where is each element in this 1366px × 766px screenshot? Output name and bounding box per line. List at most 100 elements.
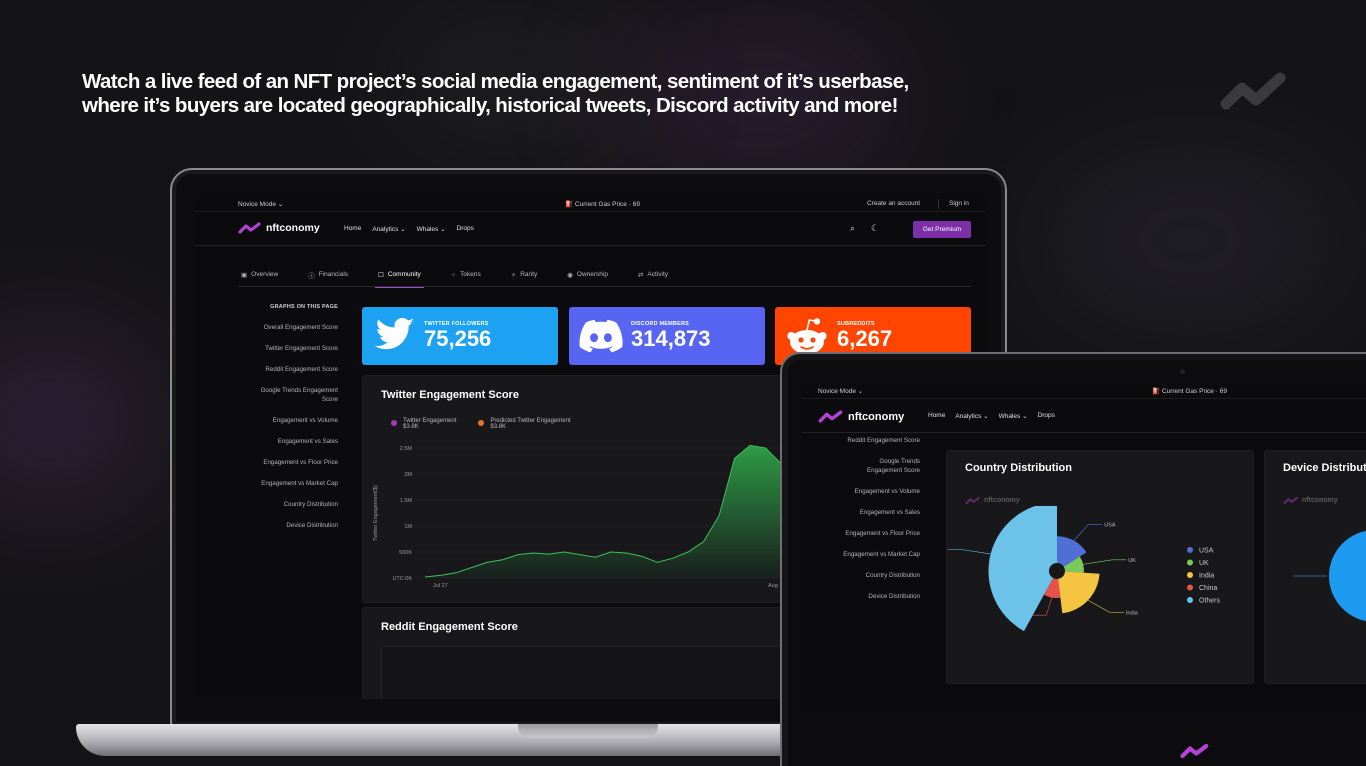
brand-logo-icon bbox=[818, 410, 843, 423]
pie-slice-china[interactable] bbox=[1044, 578, 1061, 599]
nav-whales[interactable]: Whales ⌄ bbox=[416, 226, 446, 233]
sidebar-item-sales[interactable]: Engagement vs Sales bbox=[277, 437, 338, 445]
sidebar-item-google-trends[interactable]: Google Trends Engagement Score bbox=[260, 387, 338, 403]
tab-overview[interactable]: ▣ Overview bbox=[241, 271, 279, 279]
get-premium-button[interactable]: Get Premium bbox=[913, 221, 971, 238]
sidebar-item-device[interactable]: Device Distribution bbox=[868, 593, 920, 600]
nav-drops[interactable]: Drops bbox=[1037, 412, 1055, 419]
tablet-camera bbox=[1180, 369, 1185, 374]
graphs-sidebar: Reddit Engagement Score Google Trends En… bbox=[818, 436, 920, 613]
slice-label: USA bbox=[1104, 523, 1116, 529]
leader-line bbox=[1087, 599, 1124, 613]
sign-in-link[interactable]: Sign in bbox=[949, 200, 969, 207]
nav-analytics[interactable]: Analytics ⌄ bbox=[372, 226, 406, 233]
pie-slice-usa[interactable] bbox=[1057, 536, 1087, 567]
brand-logo[interactable]: nftconomy bbox=[818, 409, 904, 424]
legend-item[interactable]: USA bbox=[1199, 548, 1214, 555]
tab-financials[interactable]: ⓢ Financials bbox=[308, 271, 349, 280]
top-bar: Novice Mode ⌄ ⛽ Current Gas Price · 69 bbox=[802, 383, 1366, 399]
pie-slice-india[interactable] bbox=[1058, 571, 1100, 614]
card-title: Device Distribution bbox=[1283, 462, 1366, 474]
chevron-down-icon: ⌄ bbox=[857, 388, 864, 395]
tokens-icon: ⁘ bbox=[450, 271, 457, 279]
legend-item[interactable]: Twitter Engagement $3.8K bbox=[391, 418, 456, 430]
legend-item[interactable]: Others bbox=[1199, 598, 1221, 605]
chevron-down-icon: ⌄ bbox=[1022, 413, 1028, 420]
chevron-down-icon: ⌄ bbox=[983, 413, 989, 420]
sidebar-item-country[interactable]: Country Distribution bbox=[865, 572, 920, 579]
nav-home[interactable]: Home bbox=[344, 225, 362, 232]
novice-mode-toggle[interactable]: Novice Mode ⌄ bbox=[818, 388, 864, 395]
nav-home[interactable]: Home bbox=[928, 412, 946, 419]
grid-icon: ▣ bbox=[241, 271, 248, 279]
leader-line bbox=[947, 549, 991, 555]
sidebar-item-reddit[interactable]: Reddit Engagement Score bbox=[847, 437, 920, 444]
card-title: Twitter Engagement Score bbox=[381, 389, 519, 401]
leader-line bbox=[1083, 559, 1127, 565]
brand-name: nftconomy bbox=[848, 410, 905, 423]
brand-logo-icon bbox=[1180, 743, 1209, 759]
sidebar-item-volume[interactable]: Engagement vs Volume bbox=[272, 416, 338, 424]
x-tick-label: Jul 27 bbox=[433, 583, 448, 589]
legend-dot bbox=[1187, 597, 1193, 603]
chevron-down-icon: ⌄ bbox=[277, 200, 284, 208]
nav-drops[interactable]: Drops bbox=[456, 225, 474, 232]
legend-item[interactable]: China bbox=[1199, 585, 1217, 592]
create-account-link[interactable]: Create an account bbox=[867, 200, 921, 207]
device-distribution-card: Device Distribution nftconomy bbox=[1264, 450, 1366, 684]
tab-ownership[interactable]: ◉ Ownership bbox=[567, 271, 608, 279]
sidebar-item-sales[interactable]: Engagement vs Sales bbox=[859, 509, 920, 516]
tab-activity[interactable]: ⇄ Activity bbox=[637, 271, 669, 279]
leader-line bbox=[1073, 524, 1103, 541]
device-slice[interactable] bbox=[1329, 530, 1366, 621]
sidebar-item-device[interactable]: Device Distribution bbox=[286, 521, 338, 529]
pie-slice-others[interactable] bbox=[988, 506, 1057, 632]
sidebar-item-volume[interactable]: Engagement vs Volume bbox=[854, 488, 920, 495]
legend-item[interactable]: Predicted Twitter Engagement $3.8K bbox=[478, 418, 571, 430]
sidebar-item-country[interactable]: Country Distribution bbox=[283, 500, 338, 508]
sidebar-item-market-cap[interactable]: Engagement vs Market Cap bbox=[261, 479, 338, 487]
brand-logo-icon bbox=[965, 496, 980, 505]
brand-name: nftconomy bbox=[266, 222, 320, 234]
brand-logo[interactable]: nftconomy bbox=[238, 221, 320, 235]
headline-line-1: Watch a live feed of an NFT project’s so… bbox=[82, 70, 909, 93]
twitter-followers-value: 75,256 bbox=[424, 326, 492, 351]
legend-item[interactable]: India bbox=[1199, 573, 1214, 580]
pie-slice-uk[interactable] bbox=[1063, 556, 1084, 573]
chevron-down-icon: ⌄ bbox=[400, 226, 406, 233]
gas-pump-icon: ⛽ bbox=[565, 200, 574, 208]
graphs-sidebar: GRAPHS ON THIS PAGE Overall Engagement S… bbox=[238, 304, 338, 543]
tab-community[interactable]: ☐ Community bbox=[375, 262, 424, 288]
gas-price: ⛽ Current Gas Price · 69 bbox=[1152, 388, 1227, 395]
nav-analytics[interactable]: Analytics ⌄ bbox=[955, 413, 989, 420]
headline: Watch a live feed of an NFT project’s so… bbox=[82, 70, 1042, 118]
legend-dot bbox=[1187, 547, 1193, 553]
sidebar-item-reddit[interactable]: Reddit Engagement Score bbox=[265, 366, 338, 373]
nav-whales[interactable]: Whales ⌄ bbox=[998, 413, 1028, 420]
y-tick-label: 500K bbox=[399, 550, 412, 556]
twitter-engagement-line[interactable] bbox=[424, 444, 782, 578]
country-distribution-card: Country Distribution nftconomy USA UK Indi… bbox=[946, 450, 1254, 684]
search-icon[interactable]: ⌕ bbox=[850, 223, 856, 233]
chart-legend: Twitter Engagement $3.8K Predicted Twitte… bbox=[391, 418, 571, 430]
sidebar-item-overall[interactable]: Overall Engagement Score bbox=[263, 324, 338, 331]
watermark: nftconomy bbox=[1283, 496, 1338, 505]
legend-dot bbox=[478, 420, 485, 426]
gas-price: ⛽ Current Gas Price · 69 bbox=[565, 200, 640, 208]
device-distribution-chart bbox=[1293, 530, 1366, 621]
sidebar-item-floor-price[interactable]: Engagement vs Floor Price bbox=[845, 530, 920, 537]
sidebar-item-twitter[interactable]: Twitter Engagement Score bbox=[265, 345, 338, 352]
discord-members-label: DISCORD MEMBERS bbox=[631, 321, 690, 327]
novice-mode-toggle[interactable]: Novice Mode ⌄ bbox=[238, 200, 284, 208]
y-tick-label: 2.5M bbox=[400, 446, 413, 452]
moon-icon[interactable]: ☾ bbox=[871, 223, 880, 233]
legend-dot bbox=[391, 420, 397, 426]
sidebar-item-floor-price[interactable]: Engagement vs Floor Price bbox=[263, 458, 338, 466]
sidebar-item-google-trends[interactable]: Google Trends Engagement Score bbox=[867, 458, 920, 474]
tab-rarity[interactable]: ✧ Rarity bbox=[510, 271, 538, 279]
legend-item[interactable]: UK bbox=[1199, 560, 1209, 567]
sparkle-icon: ✧ bbox=[510, 271, 517, 279]
sidebar-item-market-cap[interactable]: Engagement vs Market Cap bbox=[843, 551, 920, 558]
x-tick-label: Aug bbox=[768, 583, 778, 589]
tab-tokens[interactable]: ⁘ Tokens bbox=[450, 271, 481, 279]
